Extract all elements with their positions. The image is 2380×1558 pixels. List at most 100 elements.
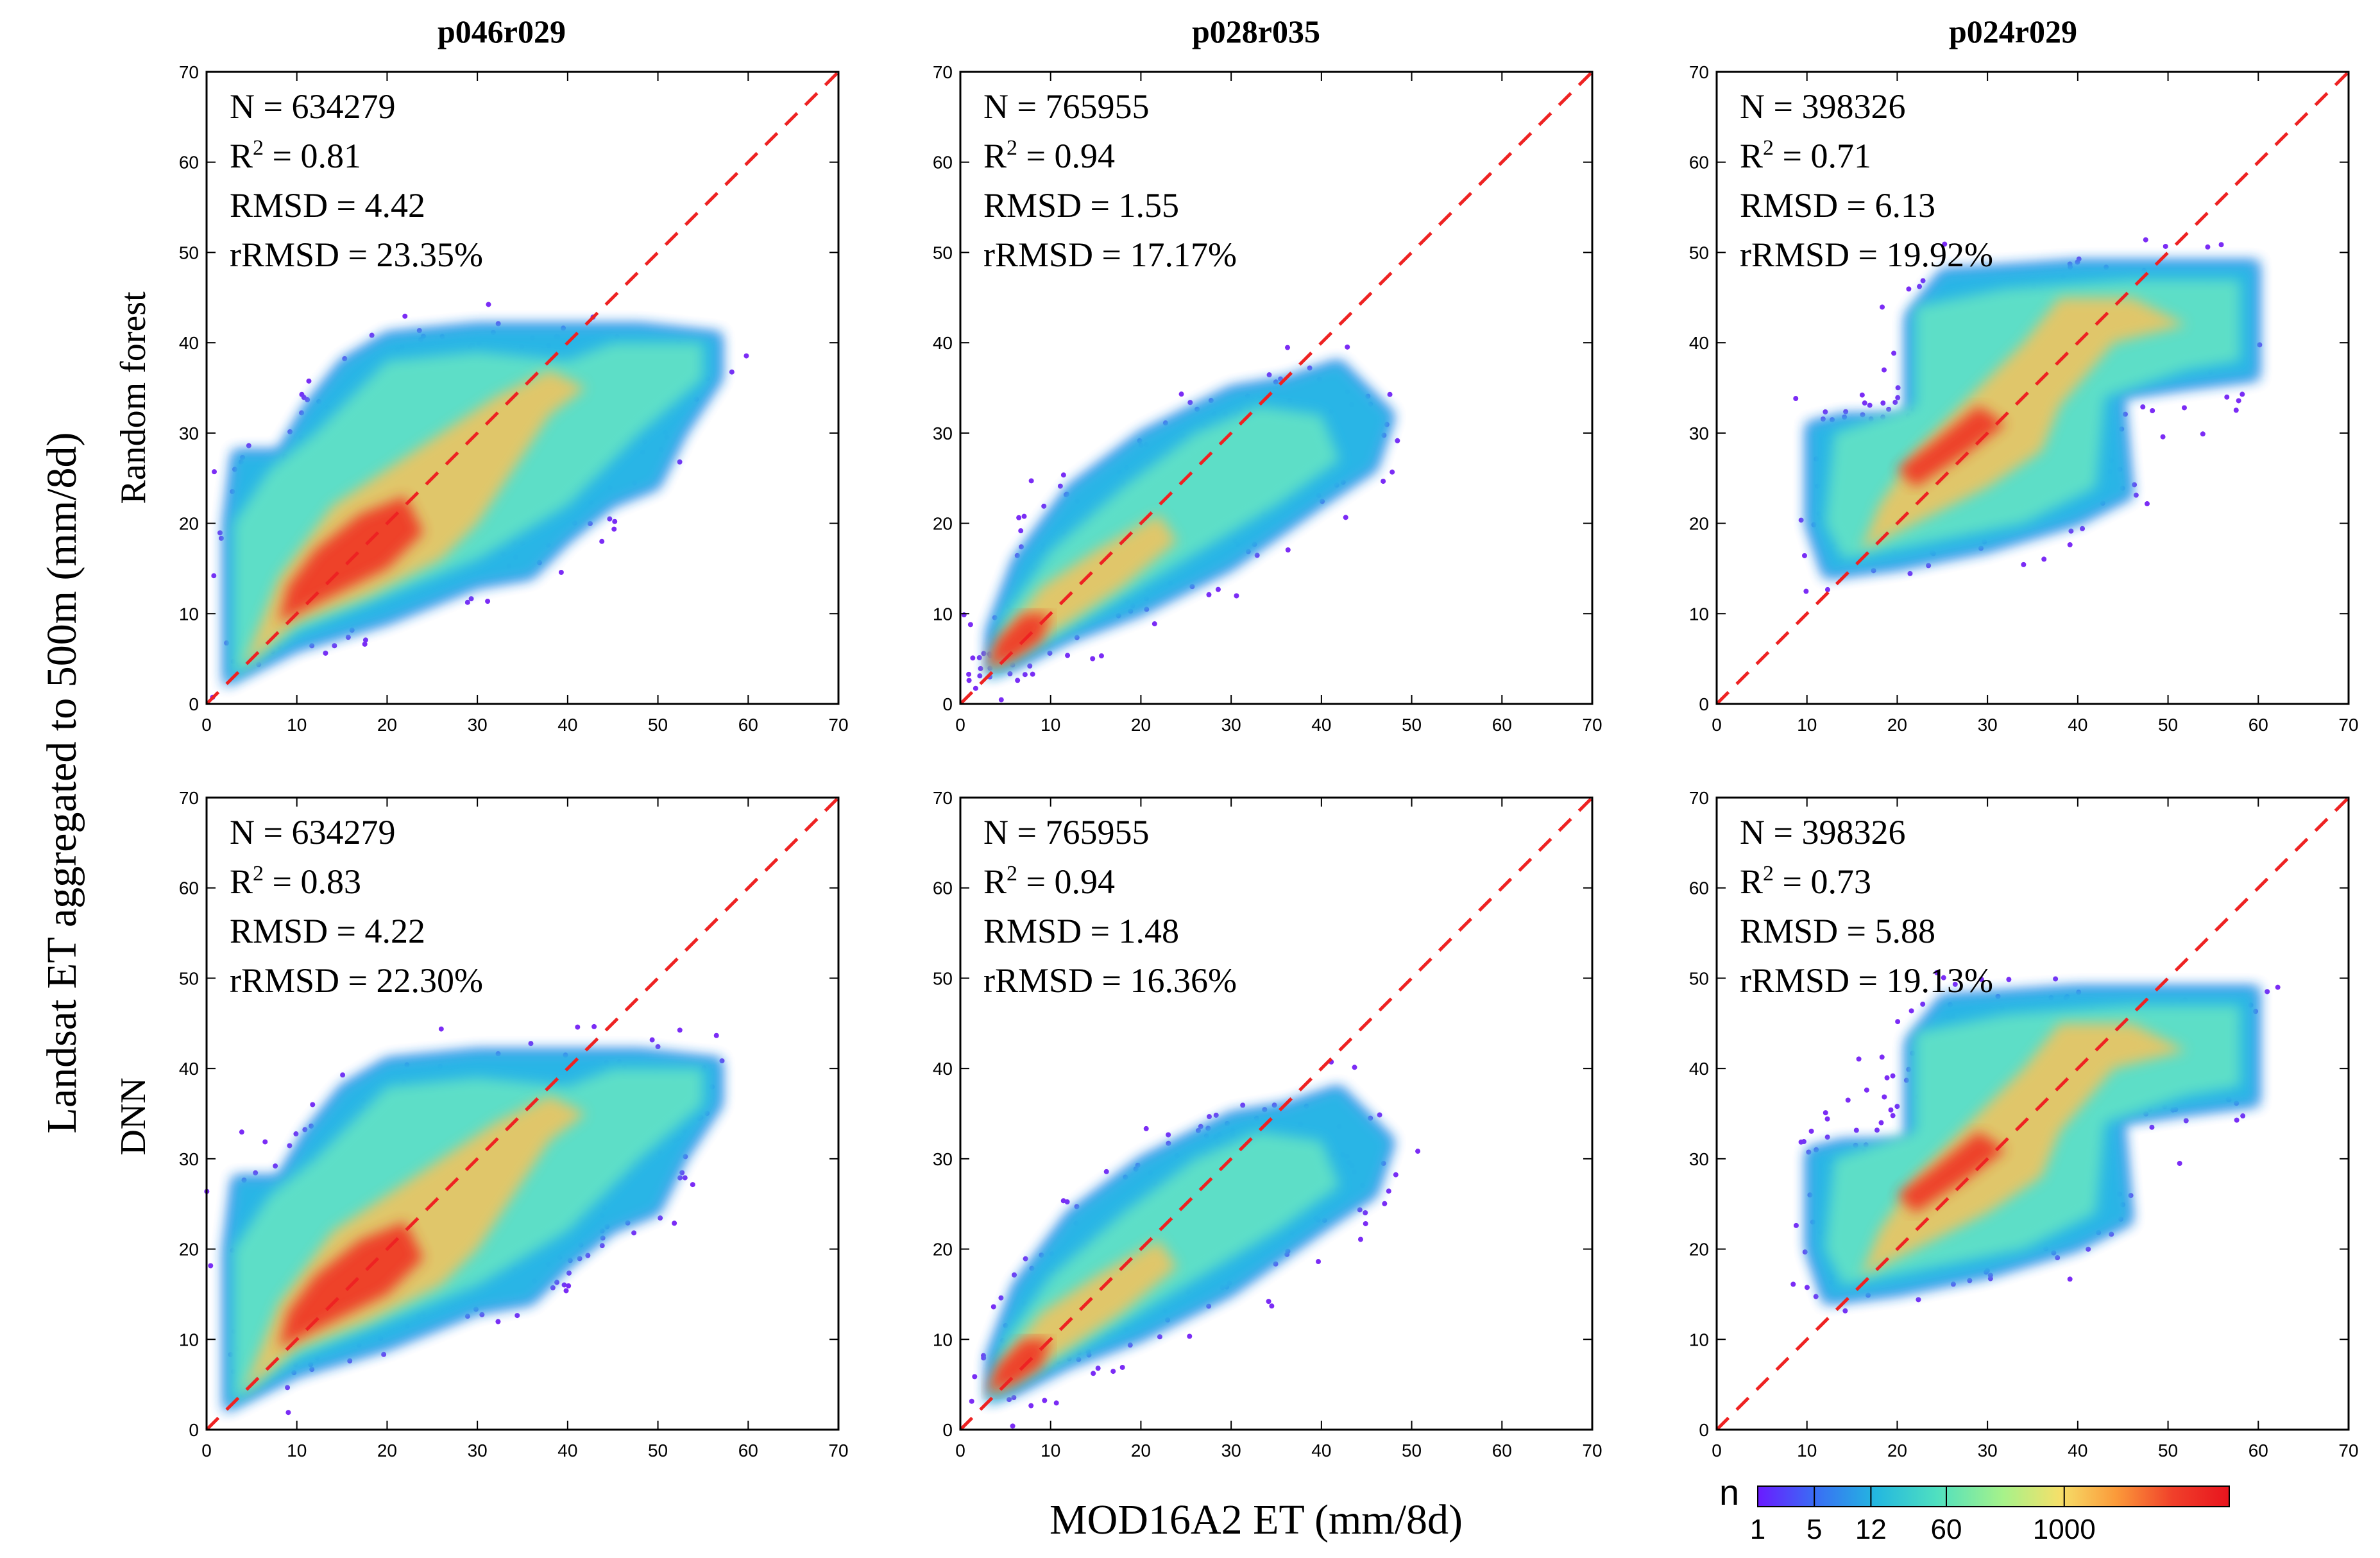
- stat-rmsd: RMSD = 5.88: [1740, 912, 1935, 950]
- y-tick-label: 60: [1689, 878, 1709, 898]
- outlier-point: [402, 313, 408, 319]
- outlier-point: [1316, 1259, 1322, 1265]
- stat-rmsd: RMSD = 4.42: [230, 186, 425, 225]
- x-tick-label: 20: [1131, 715, 1151, 735]
- outlier-point: [2265, 989, 2270, 995]
- outlier-point: [744, 353, 749, 359]
- outlier-point: [302, 1127, 308, 1133]
- outlier-point: [1307, 365, 1313, 371]
- outlier-point: [729, 369, 735, 375]
- outlier-point: [976, 655, 982, 660]
- outlier-point: [1906, 286, 1912, 292]
- outlier-point: [2224, 394, 2230, 400]
- stat-n: N = 634279: [230, 87, 395, 126]
- outlier-point: [438, 1026, 444, 1032]
- outlier-point: [1907, 570, 1913, 576]
- outlier-point: [1892, 400, 1898, 406]
- outlier-point: [998, 1295, 1004, 1301]
- outlier-point: [285, 1410, 291, 1416]
- outlier-point: [1352, 1065, 1357, 1070]
- stat-r2-value: = 0.94: [1017, 862, 1115, 901]
- density-peak: [987, 613, 1051, 668]
- x-tick-label: 20: [1887, 715, 1907, 735]
- outlier-point: [1880, 304, 1885, 310]
- outlier-point: [310, 1102, 316, 1108]
- outlier-point: [1395, 438, 1400, 443]
- density-cloud: [969, 1059, 1421, 1429]
- outlier-point: [1098, 653, 1104, 659]
- outlier-point: [1110, 1369, 1116, 1374]
- outlier-point: [1987, 1276, 1993, 1281]
- y-tick-label: 10: [179, 1330, 199, 1349]
- y-tick-label: 60: [933, 153, 953, 173]
- panel-5: 00 10 10 20 20 30 30 40 40 50 50 60 60 70 70 N = 765955…: [933, 788, 1602, 1460]
- row-label-dnn: DNN: [114, 1077, 153, 1155]
- outlier-point: [1878, 1120, 1884, 1126]
- outlier-point: [1343, 515, 1348, 520]
- outlier-point: [1941, 975, 1946, 980]
- outlier-point: [1285, 547, 1291, 552]
- outlier-point: [575, 1024, 581, 1030]
- y-tick-label: 20: [1689, 1240, 1709, 1260]
- outlier-point: [285, 1385, 291, 1391]
- x-tick-label: 0: [955, 715, 965, 735]
- outlier-point: [1011, 1395, 1017, 1401]
- outlier-point: [1064, 1199, 1070, 1205]
- stat-r2-symbol: R: [1740, 137, 1763, 175]
- y-tick-label: 40: [933, 1059, 953, 1079]
- x-tick-label: 10: [287, 715, 307, 735]
- x-tick-label: 40: [1311, 715, 1331, 735]
- outlier-point: [2086, 1246, 2091, 1252]
- y-tick-label: 70: [1689, 788, 1709, 808]
- stat-r2-symbol: R: [1740, 862, 1763, 901]
- x-tick-label: 50: [2158, 715, 2178, 735]
- outlier-point: [369, 332, 375, 338]
- outlier-point: [1266, 372, 1272, 378]
- x-tick-label: 70: [1582, 1441, 1602, 1460]
- x-tick-label: 30: [1978, 1441, 1998, 1460]
- outlier-point: [362, 637, 368, 643]
- stat-r2-superscript: 2: [1763, 136, 1774, 160]
- outlier-point: [1934, 970, 1940, 975]
- stat-r2-superscript: 2: [1007, 136, 1017, 160]
- outlier-point: [2021, 561, 2027, 567]
- outlier-point: [273, 1163, 278, 1169]
- x-axis-label: MOD16A2 ET (mm/8d): [1050, 1496, 1463, 1543]
- outlier-point: [1386, 1188, 1391, 1194]
- outlier-point: [1890, 1073, 1896, 1079]
- outlier-point: [1879, 1054, 1885, 1060]
- outlier-point: [658, 1215, 663, 1221]
- outlier-point: [1266, 1299, 1271, 1305]
- plot-frame: [959, 71, 1594, 705]
- outlier-point: [1157, 1334, 1162, 1340]
- outlier-point: [2068, 528, 2074, 534]
- outlier-point: [468, 596, 474, 602]
- stat-rmsd: RMSD = 6.13: [1740, 186, 1935, 225]
- outlier-point: [1198, 1124, 1203, 1129]
- outlier-point: [1823, 1110, 1828, 1116]
- outlier-point: [2067, 1276, 2073, 1282]
- outlier-point: [977, 673, 983, 679]
- y-tick-label: 70: [179, 788, 199, 808]
- outlier-point: [1917, 284, 1923, 289]
- outlier-point: [486, 302, 491, 307]
- outlier-point: [1798, 517, 1804, 523]
- stat-r2-superscript: 2: [1007, 862, 1017, 886]
- outlier-point: [1884, 1075, 1890, 1081]
- stat-rrmsd: rRMSD = 23.35%: [230, 235, 483, 274]
- stat-r2: R2 = 0.83: [230, 862, 361, 901]
- outlier-point: [1166, 1132, 1171, 1138]
- outlier-point: [208, 1263, 214, 1269]
- colorbar-tick-label: 1000: [2033, 1514, 2096, 1545]
- outlier-point: [1012, 1272, 1017, 1278]
- outlier-point: [1880, 400, 1886, 406]
- y-tick-label: 50: [933, 243, 953, 262]
- one-to-one-line: [959, 71, 1594, 705]
- y-tick-label: 10: [933, 604, 953, 624]
- outlier-point: [981, 1355, 987, 1361]
- y-tick-label: 40: [1689, 333, 1709, 353]
- outlier-point: [332, 643, 337, 649]
- outlier-point: [1891, 350, 1897, 356]
- y-tick-label: 10: [1689, 1330, 1709, 1349]
